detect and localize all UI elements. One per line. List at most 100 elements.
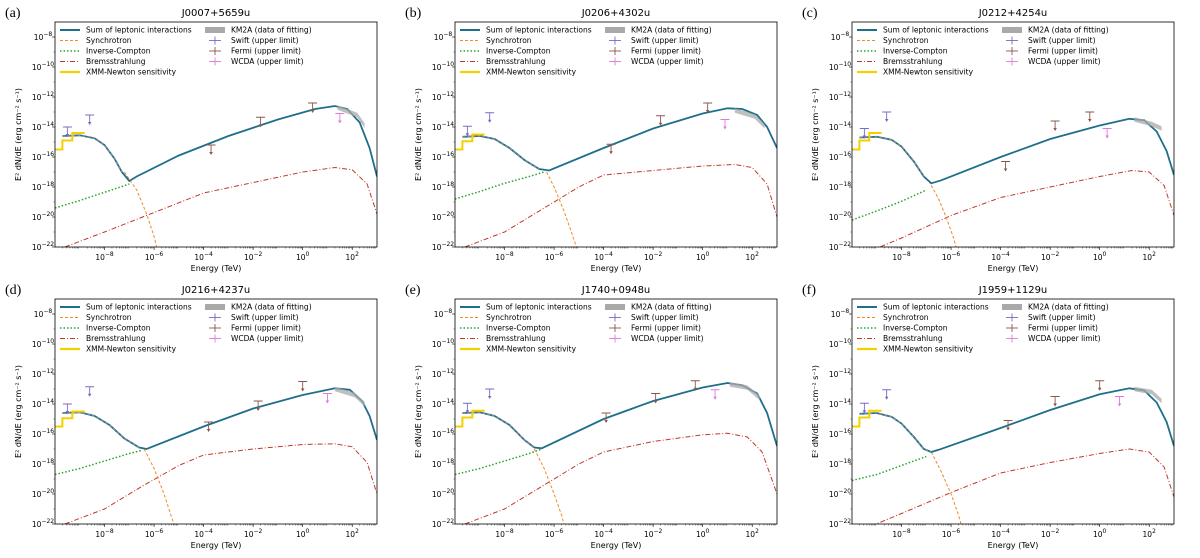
swift-upper-limit-arrow xyxy=(487,396,492,399)
fermi-upper-limit-arrow xyxy=(1053,403,1057,407)
plot-area xyxy=(852,111,1174,247)
legend-entry: Swift (upper limit) xyxy=(1028,313,1096,322)
x-tick-label: 102 xyxy=(346,251,360,262)
chart-title: J0007+5659u xyxy=(181,8,251,19)
legend-swatch xyxy=(1002,27,1022,33)
legend-entry: Synchrotron xyxy=(486,36,532,45)
legend-entry: Sum of leptonic interactions xyxy=(86,303,192,312)
x-tick-label: 10−2 xyxy=(1041,528,1060,539)
plot-frame xyxy=(851,298,1175,525)
synchrotron-overlay-line xyxy=(859,412,932,453)
fermi-upper-limit-arrow xyxy=(658,122,663,126)
y-tick-label: 10−16 xyxy=(432,428,454,439)
x-tick-label: 10−8 xyxy=(495,528,514,539)
panel-label: (e) xyxy=(405,283,421,298)
legend-entry: Bremsstrahlung xyxy=(86,334,146,343)
x-tick-label: 10−2 xyxy=(244,528,263,539)
legend-entry: Swift (upper limit) xyxy=(631,313,699,322)
sum-line xyxy=(62,387,377,450)
fermi-upper-limit-arrow xyxy=(693,387,698,391)
swift-upper-limit-arrow xyxy=(487,119,492,123)
x-tick-label: 102 xyxy=(1143,528,1157,539)
plot-area xyxy=(55,381,377,524)
y-tick-label: 10−10 xyxy=(432,338,454,349)
synchrotron-line xyxy=(533,448,565,524)
fermi-upper-limit-arrow xyxy=(653,400,658,404)
y-tick-label: 10−8 xyxy=(434,308,453,319)
legend-entry: Bremsstrahlung xyxy=(486,334,546,343)
fermi-upper-limit-arrow xyxy=(256,408,260,411)
xmm-sensitivity-line xyxy=(852,409,882,428)
y-tick-label: 10−18 xyxy=(432,458,454,469)
inverse-compton-line xyxy=(455,171,545,200)
km2a-band xyxy=(1134,117,1162,131)
bremsstrahlung-line xyxy=(875,448,1174,524)
fermi-upper-limit-arrow xyxy=(300,388,305,392)
y-axis-label: E² dN/dE (erg cm⁻² s⁻¹) xyxy=(14,365,23,458)
x-tick-label: 10−6 xyxy=(942,528,961,539)
legend-entry: XMM-Newton sensitivity xyxy=(486,345,577,354)
x-tick-label: 10−2 xyxy=(644,528,663,539)
fermi-upper-limit-arrow xyxy=(1097,387,1102,391)
legend-swatch xyxy=(605,304,625,310)
legend-entry: Bremsstrahlung xyxy=(86,57,146,66)
y-tick-label: 10−20 xyxy=(32,488,54,499)
synchrotron-line xyxy=(546,171,577,247)
legend-swatch xyxy=(205,27,225,33)
legend-entry: Synchrotron xyxy=(86,313,132,322)
y-tick-label: 10−14 xyxy=(432,398,454,409)
y-tick-label: 10−14 xyxy=(32,121,54,132)
legend-entry: Sum of leptonic interactions xyxy=(883,26,989,35)
legend-entry: XMM-Newton sensitivity xyxy=(883,345,974,354)
y-tick-label: 10−16 xyxy=(32,151,54,162)
y-tick-label: 10−22 xyxy=(829,241,851,252)
y-tick-label: 10−18 xyxy=(32,181,54,192)
y-tick-label: 10−8 xyxy=(434,31,453,42)
plot-area xyxy=(55,102,377,247)
y-tick-label: 10−12 xyxy=(32,91,54,102)
y-tick-label: 10−12 xyxy=(829,368,851,379)
plot-frame xyxy=(54,298,378,525)
panel-J1740+0948u: (e) J1740+0948u 10−8 10−6 10−4 10−2 100 102 10−8… xyxy=(405,283,778,550)
wcda-upper-limit-arrow xyxy=(1105,135,1109,139)
wcda-upper-limit-arrow xyxy=(1117,403,1122,407)
y-tick-label: 10−16 xyxy=(829,151,851,162)
synchrotron-overlay-line xyxy=(462,135,540,170)
y-tick-label: 10−10 xyxy=(829,338,851,349)
y-tick-label: 10−16 xyxy=(32,428,54,439)
legend-entry: Sum of leptonic interactions xyxy=(86,26,192,35)
legend-entry: XMM-Newton sensitivity xyxy=(486,68,577,77)
panel-label: (a) xyxy=(5,6,21,21)
x-axis-label: Energy (TeV) xyxy=(191,264,242,273)
y-tick-label: 10−22 xyxy=(432,518,454,529)
x-tick-label: 10−4 xyxy=(594,528,613,539)
legend-entry: KM2A (data of fitting) xyxy=(1028,303,1109,312)
wcda-upper-limit-arrow xyxy=(723,126,727,130)
x-tick-label: 10−6 xyxy=(942,251,961,262)
x-tick-label: 100 xyxy=(296,251,310,262)
legend-entry: Bremsstrahlung xyxy=(486,57,546,66)
legend-entry: Inverse-Compton xyxy=(883,324,948,333)
swift-upper-limit-arrow xyxy=(87,393,92,397)
x-tick-label: 10−2 xyxy=(644,251,663,262)
x-tick-label: 10−8 xyxy=(892,528,911,539)
y-tick-label: 10−16 xyxy=(432,151,454,162)
legend-entry: WCDA (upper limit) xyxy=(1028,57,1101,66)
legend-entry: Synchrotron xyxy=(883,36,929,45)
legend-entry: KM2A (data of fitting) xyxy=(1028,26,1109,35)
bremsstrahlung-line xyxy=(64,443,377,524)
legend-entry: Swift (upper limit) xyxy=(631,36,699,45)
y-tick-label: 10−10 xyxy=(32,61,54,72)
km2a-band xyxy=(734,108,765,129)
y-tick-label: 10−18 xyxy=(432,181,454,192)
y-tick-label: 10−8 xyxy=(831,31,850,42)
wcda-upper-limit-arrow xyxy=(338,120,342,124)
sum-line xyxy=(462,382,777,450)
x-axis-label: Energy (TeV) xyxy=(591,264,642,273)
panel-J0216+4237u: (d) J0216+4237u 10−8 10−6 10−4 10−2 100 102 10−8… xyxy=(5,283,378,550)
x-tick-label: 10−6 xyxy=(145,251,164,262)
inverse-compton-line xyxy=(55,449,142,476)
fermi-upper-limit-arrow xyxy=(1006,427,1010,431)
synchrotron-overlay-line xyxy=(62,411,140,449)
x-tick-label: 10−8 xyxy=(892,251,911,262)
